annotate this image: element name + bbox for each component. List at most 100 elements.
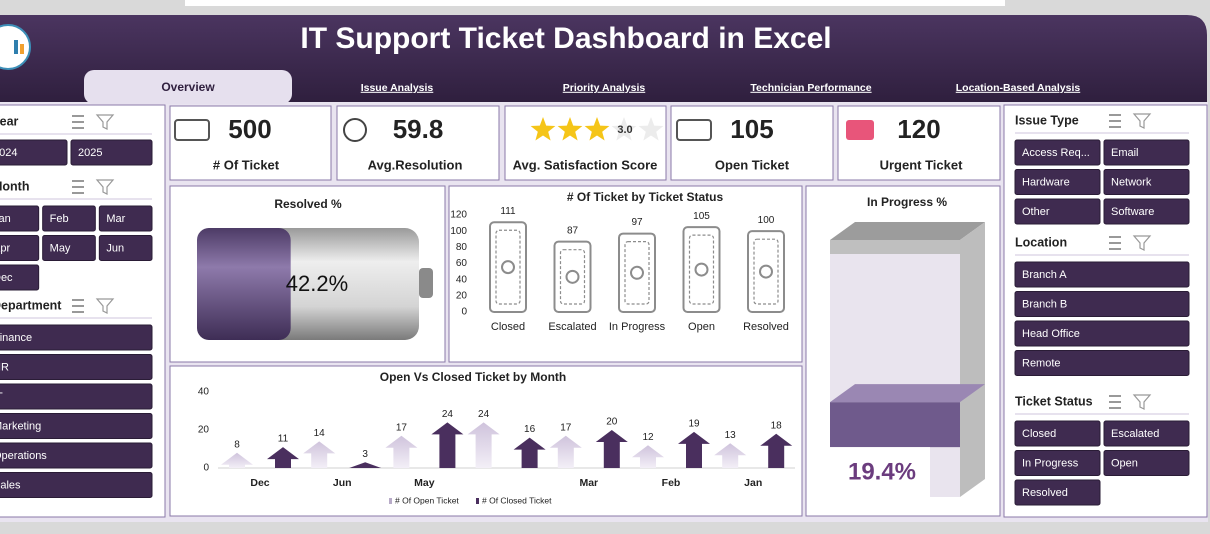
- y-tick-label: 20: [456, 290, 468, 301]
- value-label: 24: [442, 409, 454, 420]
- slicer-button-label[interactable]: Access Req...: [1022, 147, 1090, 159]
- chart-title: Resolved %: [274, 197, 342, 211]
- slicer-button-label[interactable]: Resolved: [1022, 487, 1068, 499]
- tab-label[interactable]: Priority Analysis: [563, 82, 646, 94]
- slicer-icon[interactable]: [95, 298, 115, 314]
- tab-label[interactable]: Technician Performance: [750, 82, 871, 94]
- active-tab[interactable]: [84, 70, 292, 104]
- arrow-bar: [431, 422, 464, 468]
- slicer-button[interactable]: [1014, 139, 1101, 166]
- slicer-title: Department: [0, 298, 62, 312]
- y-tick-label: 80: [456, 242, 468, 253]
- slicer-button[interactable]: [0, 205, 40, 232]
- cylinder-fill: [830, 402, 960, 448]
- slicer-button-label[interactable]: Branch B: [1022, 298, 1067, 310]
- slicer-button[interactable]: [0, 442, 153, 469]
- x-tick-label: Jun: [333, 477, 352, 489]
- kpi-icon: [676, 119, 712, 141]
- slicer-icon[interactable]: [1132, 235, 1152, 251]
- slicer-button-label[interactable]: Hardware: [1022, 176, 1070, 188]
- slicer-button[interactable]: [1014, 420, 1101, 447]
- bar: [553, 240, 592, 313]
- slicer-title: Ticket Status: [1015, 394, 1093, 408]
- slicer-button-label[interactable]: Jan: [0, 213, 11, 225]
- slicer-button[interactable]: [1014, 320, 1190, 347]
- value-label: 20: [606, 417, 618, 428]
- kpi-label: Open Ticket: [715, 157, 790, 172]
- slicer-button-label[interactable]: Marketing: [0, 420, 41, 432]
- slicer-button-label[interactable]: Branch A: [1022, 269, 1067, 281]
- slicer-button-label[interactable]: Mar: [106, 213, 125, 225]
- slicer-button-label[interactable]: Sales: [0, 479, 21, 491]
- slicer-button[interactable]: [1014, 291, 1190, 317]
- slicer-button-label[interactable]: May: [50, 242, 71, 254]
- slicer-button[interactable]: [42, 205, 96, 232]
- slicer-icon[interactable]: [1132, 113, 1152, 129]
- slicer-button-label[interactable]: Other: [1022, 206, 1050, 218]
- value-label: 13: [725, 430, 737, 441]
- kpi-value: 500: [228, 114, 271, 144]
- tab-label[interactable]: Overview: [161, 80, 215, 94]
- slicer-button[interactable]: [0, 413, 153, 439]
- tab-label[interactable]: Location-Based Analysis: [956, 82, 1081, 94]
- slicer-button[interactable]: [0, 235, 40, 261]
- slicer-button-label[interactable]: Feb: [50, 213, 69, 225]
- slicer-button-label[interactable]: Jun: [106, 242, 124, 254]
- kpi-label: Avg.Resolution: [368, 157, 463, 172]
- slicer-button[interactable]: [0, 264, 40, 291]
- slicer-button-label[interactable]: Network: [1111, 176, 1152, 188]
- slicer-button[interactable]: [98, 205, 153, 232]
- slicer-button-label[interactable]: Finance: [0, 332, 32, 344]
- x-tick-label: Escalated: [548, 321, 596, 333]
- slicer-button[interactable]: [1103, 169, 1190, 195]
- slicer-button[interactable]: [1103, 420, 1190, 447]
- slicer-button-label[interactable]: 2025: [78, 147, 102, 159]
- slicer-button[interactable]: [1014, 169, 1101, 195]
- slicer-title: Year: [0, 114, 19, 128]
- slicer-button[interactable]: [1103, 139, 1190, 166]
- slicer-button[interactable]: [1014, 479, 1101, 506]
- slicer-button[interactable]: [0, 324, 153, 351]
- slicer-button-label[interactable]: Open: [1111, 457, 1138, 469]
- slicer-button-label[interactable]: Operations: [0, 450, 47, 462]
- slicer-button[interactable]: [1014, 450, 1101, 476]
- slicer-title: Location: [1015, 235, 1067, 249]
- slicer-button-label[interactable]: Apr: [0, 242, 10, 254]
- slicer-button-label[interactable]: Remote: [1022, 357, 1061, 369]
- slicer-button-label[interactable]: Email: [1111, 147, 1139, 159]
- slicer-button-label[interactable]: Closed: [1022, 428, 1056, 440]
- legend-label: # Of Open Ticket: [395, 495, 459, 505]
- slicer-button[interactable]: [0, 383, 153, 410]
- tab-label[interactable]: Issue Analysis: [361, 82, 434, 94]
- slicer-button[interactable]: [0, 354, 153, 380]
- slicer-button-label[interactable]: In Progress: [1022, 457, 1079, 469]
- slicer-button[interactable]: [1014, 350, 1190, 376]
- slicer-button[interactable]: [1103, 198, 1190, 225]
- slicer-button-label[interactable]: Dec: [0, 272, 13, 284]
- bar-icon: [630, 265, 644, 280]
- slicer-button-label[interactable]: IT: [0, 391, 3, 403]
- slicer-button-label[interactable]: Escalated: [1111, 428, 1159, 440]
- value-label: 87: [567, 225, 579, 236]
- slicer-button-label[interactable]: 2024: [0, 147, 17, 159]
- slicer-button[interactable]: [1103, 450, 1190, 476]
- arrow-bar: [595, 430, 628, 468]
- slicer-button-label[interactable]: Software: [1111, 206, 1154, 218]
- value-label: 24: [478, 409, 490, 420]
- slicer-button[interactable]: [1014, 261, 1190, 288]
- slicer-button[interactable]: [1014, 198, 1101, 225]
- battery-label: 42.2%: [286, 271, 348, 296]
- slicer-button[interactable]: [0, 472, 153, 498]
- slicer-button[interactable]: [98, 235, 153, 261]
- kpi-value: 105: [730, 114, 773, 144]
- slicer-icon[interactable]: [95, 114, 115, 130]
- slicer-button[interactable]: [0, 139, 68, 166]
- slicer-button[interactable]: [70, 139, 153, 166]
- slicer-button[interactable]: [42, 235, 96, 261]
- slicer-icon[interactable]: [95, 179, 115, 195]
- slicer-icon[interactable]: [1132, 394, 1152, 410]
- slicer-button-label[interactable]: HR: [0, 361, 9, 373]
- slicer-button-label[interactable]: Head Office: [1022, 328, 1080, 340]
- kpi-icon: [846, 120, 874, 140]
- arrow-bar: [632, 445, 664, 468]
